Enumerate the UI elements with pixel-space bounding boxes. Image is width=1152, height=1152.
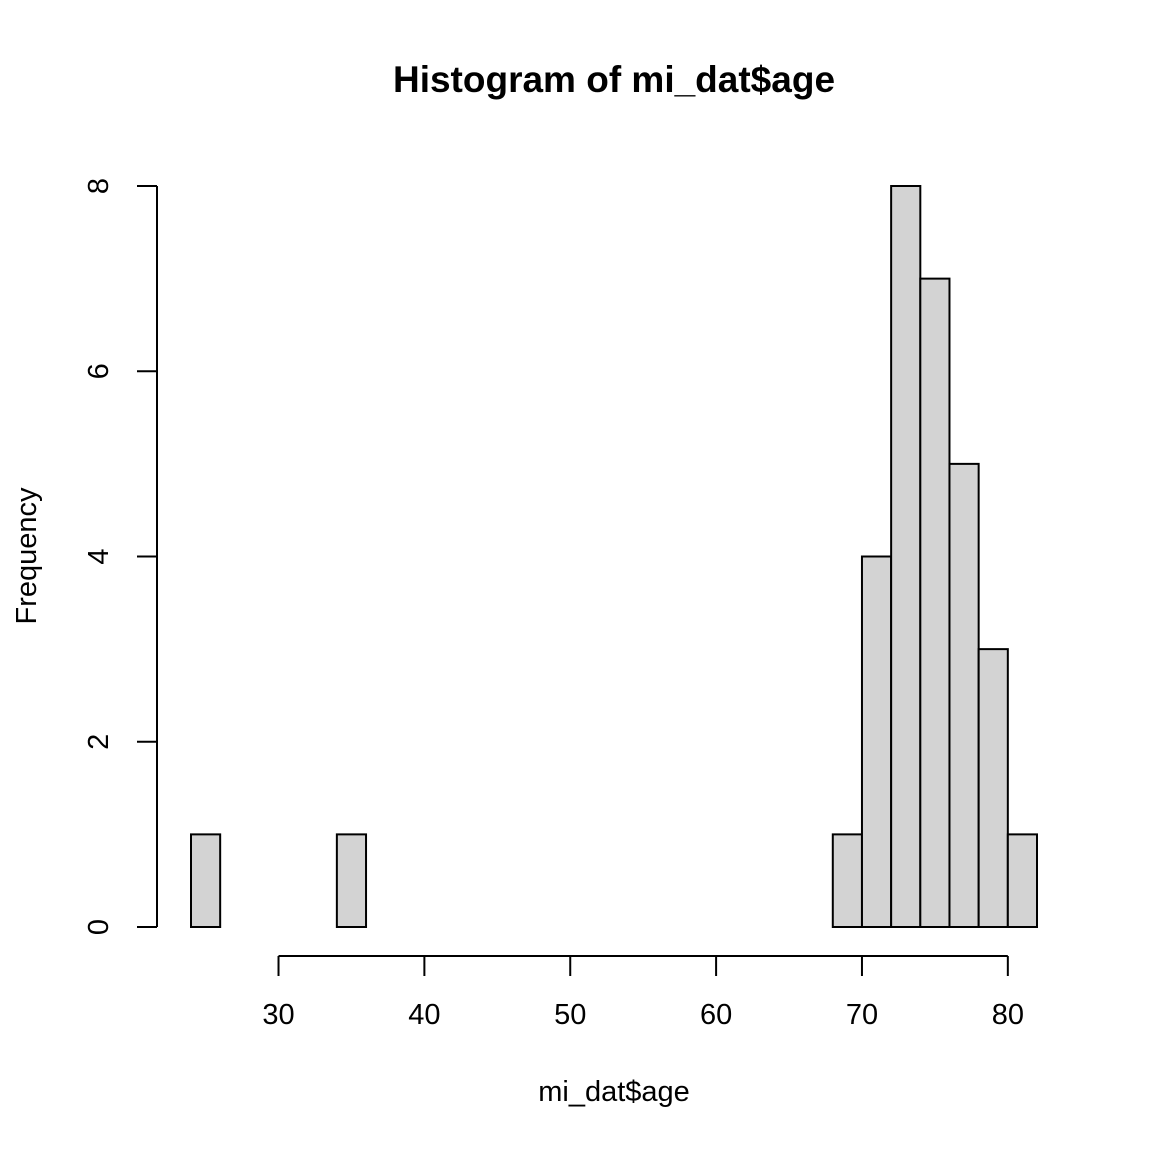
histogram-bar-70-72: [860, 555, 893, 928]
histogram-bar-78-80: [977, 648, 1009, 928]
y-tick-label-6: 6: [83, 363, 115, 379]
histogram-bar-68-70: [831, 833, 863, 928]
histogram-bar-74-76: [919, 277, 951, 928]
histogram-bar-34-36: [335, 833, 368, 928]
y-tick-label-8: 8: [83, 178, 115, 194]
histogram-bar-72-74: [890, 185, 922, 928]
y-tick-label-4: 4: [83, 548, 115, 564]
x-axis: 30 40 50 60 70 80: [262, 955, 1024, 1031]
y-axis-label: Frequency: [11, 487, 43, 625]
x-tick-label-30: 30: [262, 999, 294, 1031]
histogram-bar-76-78: [948, 462, 980, 928]
x-tick-label-50: 50: [554, 999, 586, 1031]
histogram-bar-80-82: [1006, 833, 1038, 928]
x-tick-label-60: 60: [700, 999, 732, 1031]
histogram-bar-24-26: [190, 833, 222, 928]
y-axis: 0 2 4 6 8: [83, 178, 158, 935]
x-tick-label-40: 40: [408, 999, 440, 1031]
x-tick-label-80: 80: [992, 999, 1024, 1031]
bars-group: [190, 185, 1038, 928]
x-axis-label: mi_dat$age: [538, 1076, 690, 1108]
x-tick-label-70: 70: [846, 999, 878, 1031]
y-tick-label-2: 2: [83, 734, 115, 750]
chart-title: Histogram of mi_dat$age: [393, 59, 835, 100]
y-tick-label-0: 0: [83, 919, 115, 935]
